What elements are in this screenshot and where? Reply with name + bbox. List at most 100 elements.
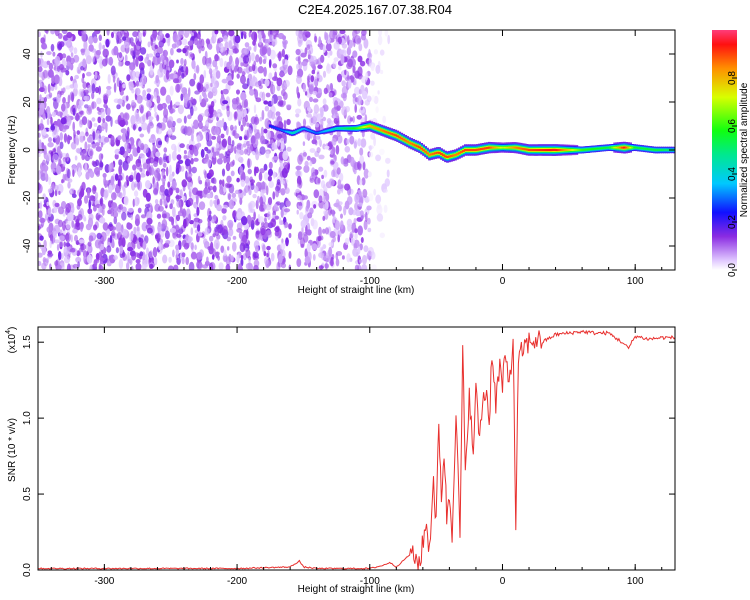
heatmap-noise-cell-1-107 (321, 174, 324, 180)
heatmap-noise-cell-0-2155 (137, 207, 142, 214)
heatmap-noise-cell-0-1689 (54, 184, 59, 191)
heatmap-noise-cell-1-286 (314, 35, 318, 43)
heatmap-noise-cell-1-178 (308, 85, 314, 95)
heatmap-noise-cell-0-1573 (166, 166, 169, 177)
heatmap-noise-cell-0-1603 (147, 116, 154, 121)
heatmap-noise-cell-1-312 (309, 161, 313, 167)
heatmap-noise-cell-0-1478 (88, 35, 94, 45)
heatmap-ridge-cell-4--26 (466, 149, 469, 152)
heatmap-noise-cell-1-440 (317, 177, 321, 184)
heatmap-noise-cell-0-1988 (188, 236, 193, 242)
heatmap-noise-cell-0-2028 (272, 85, 276, 94)
heatmap-noise-cell-0-1682 (206, 256, 209, 263)
heatmap-ridge-cell-4--20 (473, 149, 477, 152)
heatmap-noise-cell-0-2054 (267, 197, 273, 205)
heatmap-noise-cell-1-548 (304, 160, 309, 167)
heatmap-noise-cell-0-1831 (78, 99, 84, 106)
heatmap-noise-cell-0-994 (190, 251, 197, 260)
heatmap-noise-cell-0-1947 (153, 91, 157, 100)
heatmap-noise-cell-0-1483 (224, 151, 228, 158)
heatmap-noise-cell-0-2121 (215, 242, 219, 250)
heatmap-noise-cell-1-405 (335, 112, 339, 119)
heatmap-noise-cell-1-0 (337, 135, 343, 144)
heatmap-noise-cell-1-504 (333, 41, 340, 50)
heatmap-noise-cell-1-160 (352, 115, 355, 123)
heatmap-noise-cell-0-1586 (255, 81, 260, 88)
heatmap-noise-cell-0-277 (61, 30, 68, 35)
heatmap-noise-cell-0-2207 (269, 34, 273, 43)
snr-series-line (38, 329, 675, 570)
heatmap-noise-cell-0-706 (198, 201, 206, 211)
heatmap-noise-cell-0-2015 (245, 263, 249, 269)
heatmap-noise-cell-1-547 (307, 102, 310, 109)
heatmap-noise-cell-0-1556 (186, 176, 193, 183)
heatmap-noise-cell-0-2135 (212, 83, 217, 92)
heatmap-noise-cell-0-995 (39, 81, 43, 88)
heatmap-noise-cell-0-2211 (107, 57, 114, 66)
heatmap-noise-cell-0-1611 (236, 228, 243, 233)
heatmap-noise-cell-0-1524 (185, 30, 191, 34)
heatmap-ridge-cell-4--139 (316, 132, 320, 134)
heatmap-noise-cell-0-1699 (47, 217, 51, 224)
heatmap-noise-cell-0-2124 (248, 188, 252, 196)
heatmap-noise-cell-0-1968 (262, 244, 266, 253)
heatmap-noise-cell-1-248 (332, 61, 337, 69)
heatmap-noise-cell-0-439 (211, 135, 217, 140)
heatmap-ridge-cell-4--154 (296, 130, 300, 132)
heatmap-noise-cell-0-971 (87, 119, 90, 129)
heatmap-noise-cell-0-1972 (123, 41, 130, 49)
heatmap-noise-cell-0-2244 (118, 52, 123, 59)
heatmap-noise-cell-0-1814 (94, 166, 100, 176)
heatmap-noise-cell-0-1267 (146, 100, 153, 108)
heatmap-noise-cell-1-290 (346, 196, 353, 205)
heatmap-noise-cell-0-1803 (179, 206, 183, 214)
heatmap-ridge-cell-4--82 (392, 133, 396, 136)
heatmap-noise-cell-0-878 (123, 195, 129, 206)
heatmap-noise-cell-0-1285 (98, 160, 104, 171)
heatmap-ridge-cell-4--131 (326, 129, 330, 132)
heatmap-noise-cell-0-715 (134, 196, 140, 207)
heatmap-noise-cell-1-204 (358, 43, 363, 52)
heatmap-noise-cell-0-938 (264, 78, 270, 87)
heatmap-noise-cell-0-1719 (139, 251, 144, 257)
heatmap-noise-cell-0-2187 (60, 117, 67, 125)
heatmap-noise-cell-0-2014 (175, 101, 181, 106)
heatmap-noise-cell-0-1379 (247, 158, 250, 169)
heatmap-noise-cell-0-1431 (273, 171, 276, 179)
heatmap-noise-cell-0-2077 (205, 83, 209, 89)
heatmap-noise-cell-0-2115 (234, 35, 241, 44)
heatmap-noise-cell-0-2131 (48, 62, 54, 71)
heatmap-noise-cell-1-527 (337, 179, 342, 187)
heatmap-noise-cell-0-1642 (38, 210, 43, 219)
heatmap-noise-cell-0-1141 (286, 146, 292, 152)
heatmap-noise-cell-1-496 (329, 178, 335, 187)
heatmap-noise-cell-1-346 (368, 48, 371, 59)
heatmap-noise-cell-0-1372 (130, 115, 136, 126)
heatmap-noise-cell-0-1357 (196, 82, 201, 91)
heatmap-noise-cell-1-344 (322, 204, 328, 210)
heatmap-ridge-cell-4-50 (567, 149, 571, 151)
heatmap-noise-cell-1-294 (298, 205, 302, 211)
heatmap-noise-cell-0-1718 (115, 247, 119, 254)
heatmap-noise-cell-0-2132 (175, 164, 182, 173)
heatmap-noise-cell-1-522 (348, 207, 354, 216)
heatmap-noise-cell-0-636 (221, 78, 228, 84)
heatmap-noise-cell-0-1423 (137, 181, 140, 190)
heatmap-ridge-cell-4-88 (617, 146, 620, 149)
heatmap-noise-cell-0-2085 (176, 233, 182, 238)
heatmap-noise-cell-0-1939 (134, 252, 139, 257)
heatmap-ridge-cell-4--110 (354, 127, 358, 130)
heatmap-noise-cell-0-1879 (100, 153, 104, 159)
heatmap-ridge-cell-4-7 (509, 146, 513, 149)
heatmap-noise-cell-0-1967 (186, 126, 193, 136)
heatmap-noise-cell-0-682 (98, 34, 103, 42)
heatmap-noise-cell-0-2171 (271, 97, 275, 107)
heatmap-ridge-cell-4--28 (464, 149, 467, 152)
heatmap-noise-cell-0-921 (56, 146, 61, 155)
heatmap-noise-cell-0-2186 (150, 164, 154, 175)
heatmap-noise-cell-1-367 (314, 123, 320, 128)
heatmap-noise-cell-2-16 (375, 64, 381, 74)
heatmap-noise-cell-1-543 (318, 265, 324, 270)
heatmap-noise-cell-0-800 (114, 153, 119, 160)
heatmap-noise-cell-0-1190 (65, 85, 71, 90)
